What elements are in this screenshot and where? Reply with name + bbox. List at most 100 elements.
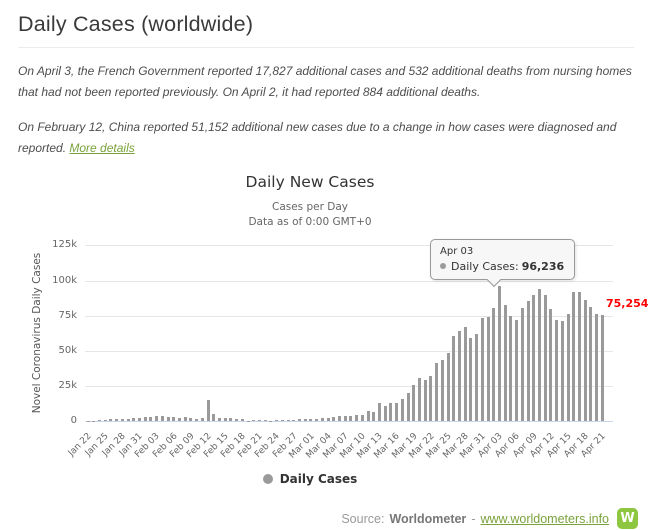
more-details-link[interactable]: More details <box>69 141 135 156</box>
bar[interactable] <box>469 338 473 422</box>
bar[interactable] <box>440 359 444 422</box>
bar[interactable] <box>303 418 307 422</box>
source-prefix: Source: <box>341 511 385 526</box>
chart-legend[interactable]: Daily Cases <box>0 472 620 486</box>
bar[interactable] <box>326 418 330 422</box>
bar[interactable] <box>543 295 547 422</box>
bar[interactable] <box>200 417 204 422</box>
bar[interactable] <box>160 416 164 422</box>
bar[interactable] <box>217 417 221 422</box>
bar[interactable] <box>355 415 359 422</box>
bar[interactable] <box>537 288 541 422</box>
bar[interactable] <box>120 418 124 422</box>
bar[interactable] <box>492 307 496 422</box>
bar[interactable] <box>223 418 227 422</box>
bar[interactable] <box>109 418 113 422</box>
bar[interactable] <box>595 314 599 422</box>
last-point-label: 75,254 <box>606 297 649 311</box>
bar[interactable] <box>320 417 324 422</box>
bar[interactable] <box>86 420 90 422</box>
bar[interactable] <box>583 300 587 422</box>
bar[interactable] <box>137 417 141 422</box>
bar[interactable] <box>189 417 193 422</box>
bar[interactable] <box>337 416 341 422</box>
bar[interactable] <box>475 333 479 422</box>
bar[interactable] <box>212 414 216 422</box>
bar[interactable] <box>577 291 581 422</box>
bar[interactable] <box>509 316 513 422</box>
bar[interactable] <box>423 379 427 422</box>
bar[interactable] <box>155 415 159 422</box>
bar[interactable] <box>263 420 267 422</box>
bar[interactable] <box>257 420 261 422</box>
bar[interactable] <box>503 304 507 422</box>
bar[interactable] <box>389 403 393 422</box>
bar[interactable] <box>343 415 347 422</box>
bar[interactable] <box>463 327 467 422</box>
bar[interactable] <box>412 384 416 422</box>
bar[interactable] <box>297 419 301 422</box>
bar[interactable] <box>566 313 570 422</box>
bar[interactable] <box>497 285 501 422</box>
bar[interactable] <box>555 319 559 422</box>
bar[interactable] <box>572 291 576 422</box>
bar[interactable] <box>532 295 536 422</box>
bar[interactable] <box>520 307 524 422</box>
bar[interactable] <box>275 420 279 422</box>
chart-subtitle-line2: Data as of 0:00 GMT+0 <box>248 216 372 229</box>
bar[interactable] <box>286 420 290 422</box>
bar[interactable] <box>149 416 153 422</box>
bar[interactable] <box>549 308 553 422</box>
bar[interactable] <box>349 415 353 422</box>
bar[interactable] <box>292 419 296 422</box>
gridline <box>85 351 613 353</box>
bar[interactable] <box>600 315 604 422</box>
bar[interactable] <box>377 403 381 422</box>
bar[interactable] <box>486 316 490 422</box>
bar[interactable] <box>166 416 170 422</box>
bar[interactable] <box>360 415 364 422</box>
bar[interactable] <box>406 392 410 422</box>
bar[interactable] <box>332 417 336 422</box>
bar[interactable] <box>395 403 399 422</box>
bar[interactable] <box>143 417 147 422</box>
bar[interactable] <box>480 317 484 422</box>
bar[interactable] <box>429 375 433 422</box>
bar[interactable] <box>246 420 250 422</box>
bar[interactable] <box>526 300 530 422</box>
bar[interactable] <box>315 418 319 422</box>
worldometers-link[interactable]: www.worldometers.info <box>480 511 609 526</box>
bar[interactable] <box>172 416 176 422</box>
bar[interactable] <box>177 417 181 422</box>
bar[interactable] <box>309 418 313 422</box>
bar[interactable] <box>589 307 593 422</box>
bar[interactable] <box>115 419 119 422</box>
bar[interactable] <box>457 330 461 422</box>
bar[interactable] <box>560 320 564 422</box>
bar[interactable] <box>240 418 244 422</box>
bar[interactable] <box>126 418 130 422</box>
bar[interactable] <box>132 418 136 422</box>
bar[interactable] <box>417 378 421 422</box>
bar[interactable] <box>515 320 519 422</box>
bar[interactable] <box>235 418 239 422</box>
bar[interactable] <box>446 353 450 422</box>
bar[interactable] <box>229 418 233 422</box>
bar[interactable] <box>195 418 199 422</box>
bar[interactable] <box>97 420 101 422</box>
gridline <box>85 280 613 282</box>
bar[interactable] <box>183 417 187 422</box>
bar[interactable] <box>92 420 96 422</box>
bar[interactable] <box>366 411 370 422</box>
worldometer-logo-icon[interactable]: W <box>617 508 638 530</box>
bar[interactable] <box>103 420 107 422</box>
bar[interactable] <box>383 405 387 422</box>
bar[interactable] <box>435 363 439 422</box>
bar[interactable] <box>269 420 273 422</box>
bar[interactable] <box>400 399 404 422</box>
bar[interactable] <box>452 335 456 422</box>
bar[interactable] <box>280 420 284 422</box>
bar[interactable] <box>252 420 256 422</box>
bar[interactable] <box>372 412 376 422</box>
bar[interactable] <box>206 400 210 422</box>
